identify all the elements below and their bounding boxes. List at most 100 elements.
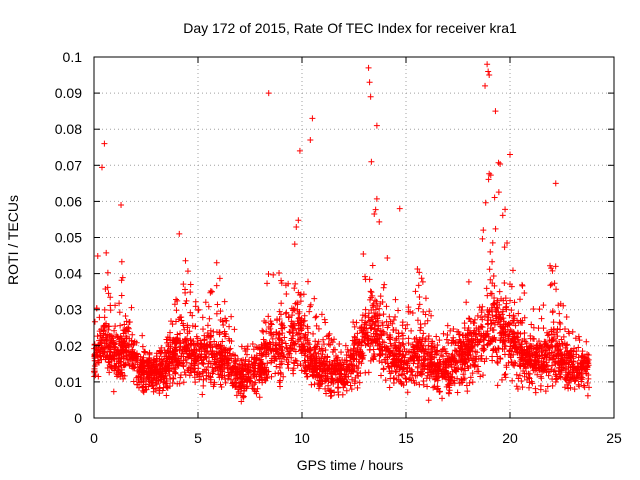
data-point [585,375,592,382]
chart-title: Day 172 of 2015, Rate Of TEC Index for r… [183,20,517,36]
data-point [183,342,190,349]
data-point [374,311,381,318]
data-point [240,373,247,380]
data-point [121,327,128,334]
data-point [238,343,245,350]
data-point [264,280,271,287]
x-axis-label: GPS time / hours [297,457,404,473]
data-point [150,382,157,389]
data-point [366,346,373,353]
data-point [376,336,383,343]
data-point [176,347,183,354]
data-point [135,373,142,380]
data-point [378,359,385,366]
data-point [123,353,130,360]
data-point [382,377,389,384]
data-point [172,357,179,364]
data-point [377,332,384,339]
data-point [308,353,315,360]
data-point [276,336,283,343]
data-point [480,345,487,352]
data-point [110,349,117,356]
data-point [140,369,147,376]
data-point [559,365,566,372]
data-point [405,358,412,365]
data-point [420,378,427,385]
data-point [537,382,544,389]
data-point [428,356,435,363]
data-point [373,336,380,343]
data-point [501,244,508,251]
data-point [526,374,533,381]
data-point [300,322,307,329]
data-point [380,311,387,318]
data-point [233,392,240,399]
data-point [365,310,372,317]
data-point [556,319,563,326]
data-point [302,364,309,371]
data-point [509,377,516,384]
data-point [495,189,502,196]
data-point [118,292,125,299]
data-point [584,379,591,386]
data-point [200,326,207,333]
data-point [281,334,288,341]
data-point [491,321,498,328]
data-point [407,375,414,382]
data-point [287,322,294,329]
data-point [145,374,152,381]
data-point [203,375,210,382]
data-point [407,369,414,376]
data-point [183,297,190,304]
data-point [141,348,148,355]
data-point [101,314,108,321]
data-point [551,359,558,366]
data-point [455,364,462,371]
data-point [106,332,113,339]
data-point [293,224,300,231]
data-point [345,348,352,355]
data-point [409,372,416,379]
data-point [118,342,125,349]
data-point [362,369,369,376]
data-point [557,326,564,333]
data-point [294,338,301,345]
data-point [225,369,232,376]
data-point [530,367,537,374]
data-point [174,362,181,369]
data-point [234,355,241,362]
data-point [556,373,563,380]
data-point [458,340,465,347]
data-point [494,358,501,365]
data-point [217,364,224,371]
data-point [506,321,513,328]
data-point [283,291,290,298]
data-point [99,334,106,341]
data-point [417,321,424,328]
data-point [418,368,425,375]
data-point [269,335,276,342]
data-point [365,314,372,321]
data-point [454,375,461,382]
data-point [162,364,169,371]
data-point [336,341,343,348]
data-point [386,313,393,320]
y-tick-label: 0.06 [55,193,82,209]
data-point [123,335,130,342]
data-point [486,266,493,273]
data-point [561,359,568,366]
data-point [416,301,423,308]
data-point [370,330,377,337]
data-point [415,357,422,364]
data-point [310,330,317,337]
data-point [381,344,388,351]
y-tick-label: 0.09 [55,85,82,101]
data-point [228,313,235,320]
data-point [226,350,233,357]
data-point [578,371,585,378]
data-point [284,354,291,361]
data-point [383,303,390,310]
data-point [121,338,128,345]
data-point [414,317,421,324]
data-point [555,368,562,375]
